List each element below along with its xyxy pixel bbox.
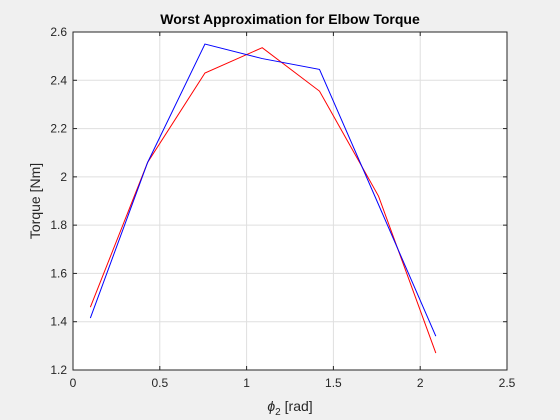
series-line-2 bbox=[89, 43, 437, 337]
y-tick-label: 2.4 bbox=[50, 73, 67, 87]
y-tick-label: 1.2 bbox=[50, 363, 67, 377]
x-axis-label: ϕ2 [rad] bbox=[267, 398, 312, 418]
y-tick-label: 1.4 bbox=[50, 315, 67, 329]
x-tick-label: 2.5 bbox=[499, 376, 516, 390]
x-tick-label: 1 bbox=[243, 376, 250, 390]
tick-marks bbox=[72, 31, 508, 371]
series-layer bbox=[89, 43, 437, 354]
y-tick-label: 2 bbox=[60, 170, 67, 184]
y-tick-labels: 1.2 1.4 1.6 1.8 2 2.2 2.4 2.6 bbox=[50, 25, 67, 377]
y-tick-label: 2.2 bbox=[50, 122, 67, 136]
x-tick-label: 2 bbox=[417, 376, 424, 390]
x-tick-labels: 0 0.5 1 1.5 2 2.5 bbox=[70, 376, 516, 390]
x-tick-label: 0 bbox=[70, 376, 77, 390]
chart-title: Worst Approximation for Elbow Torque bbox=[160, 11, 420, 27]
y-tick-label: 1.8 bbox=[50, 218, 67, 232]
x-tick-label: 1.5 bbox=[325, 376, 342, 390]
y-axis-label: Torque [Nm] bbox=[27, 163, 43, 239]
x-axis-symbol: ϕ bbox=[267, 398, 275, 414]
axes-background bbox=[73, 32, 507, 370]
x-axis-unit: [rad] bbox=[285, 398, 313, 414]
axes-box bbox=[72, 31, 508, 371]
x-axis-subscript: 2 bbox=[275, 407, 281, 418]
x-tick-label: 0.5 bbox=[151, 376, 168, 390]
y-tick-label: 2.6 bbox=[50, 25, 67, 39]
y-tick-label: 1.6 bbox=[50, 266, 67, 280]
